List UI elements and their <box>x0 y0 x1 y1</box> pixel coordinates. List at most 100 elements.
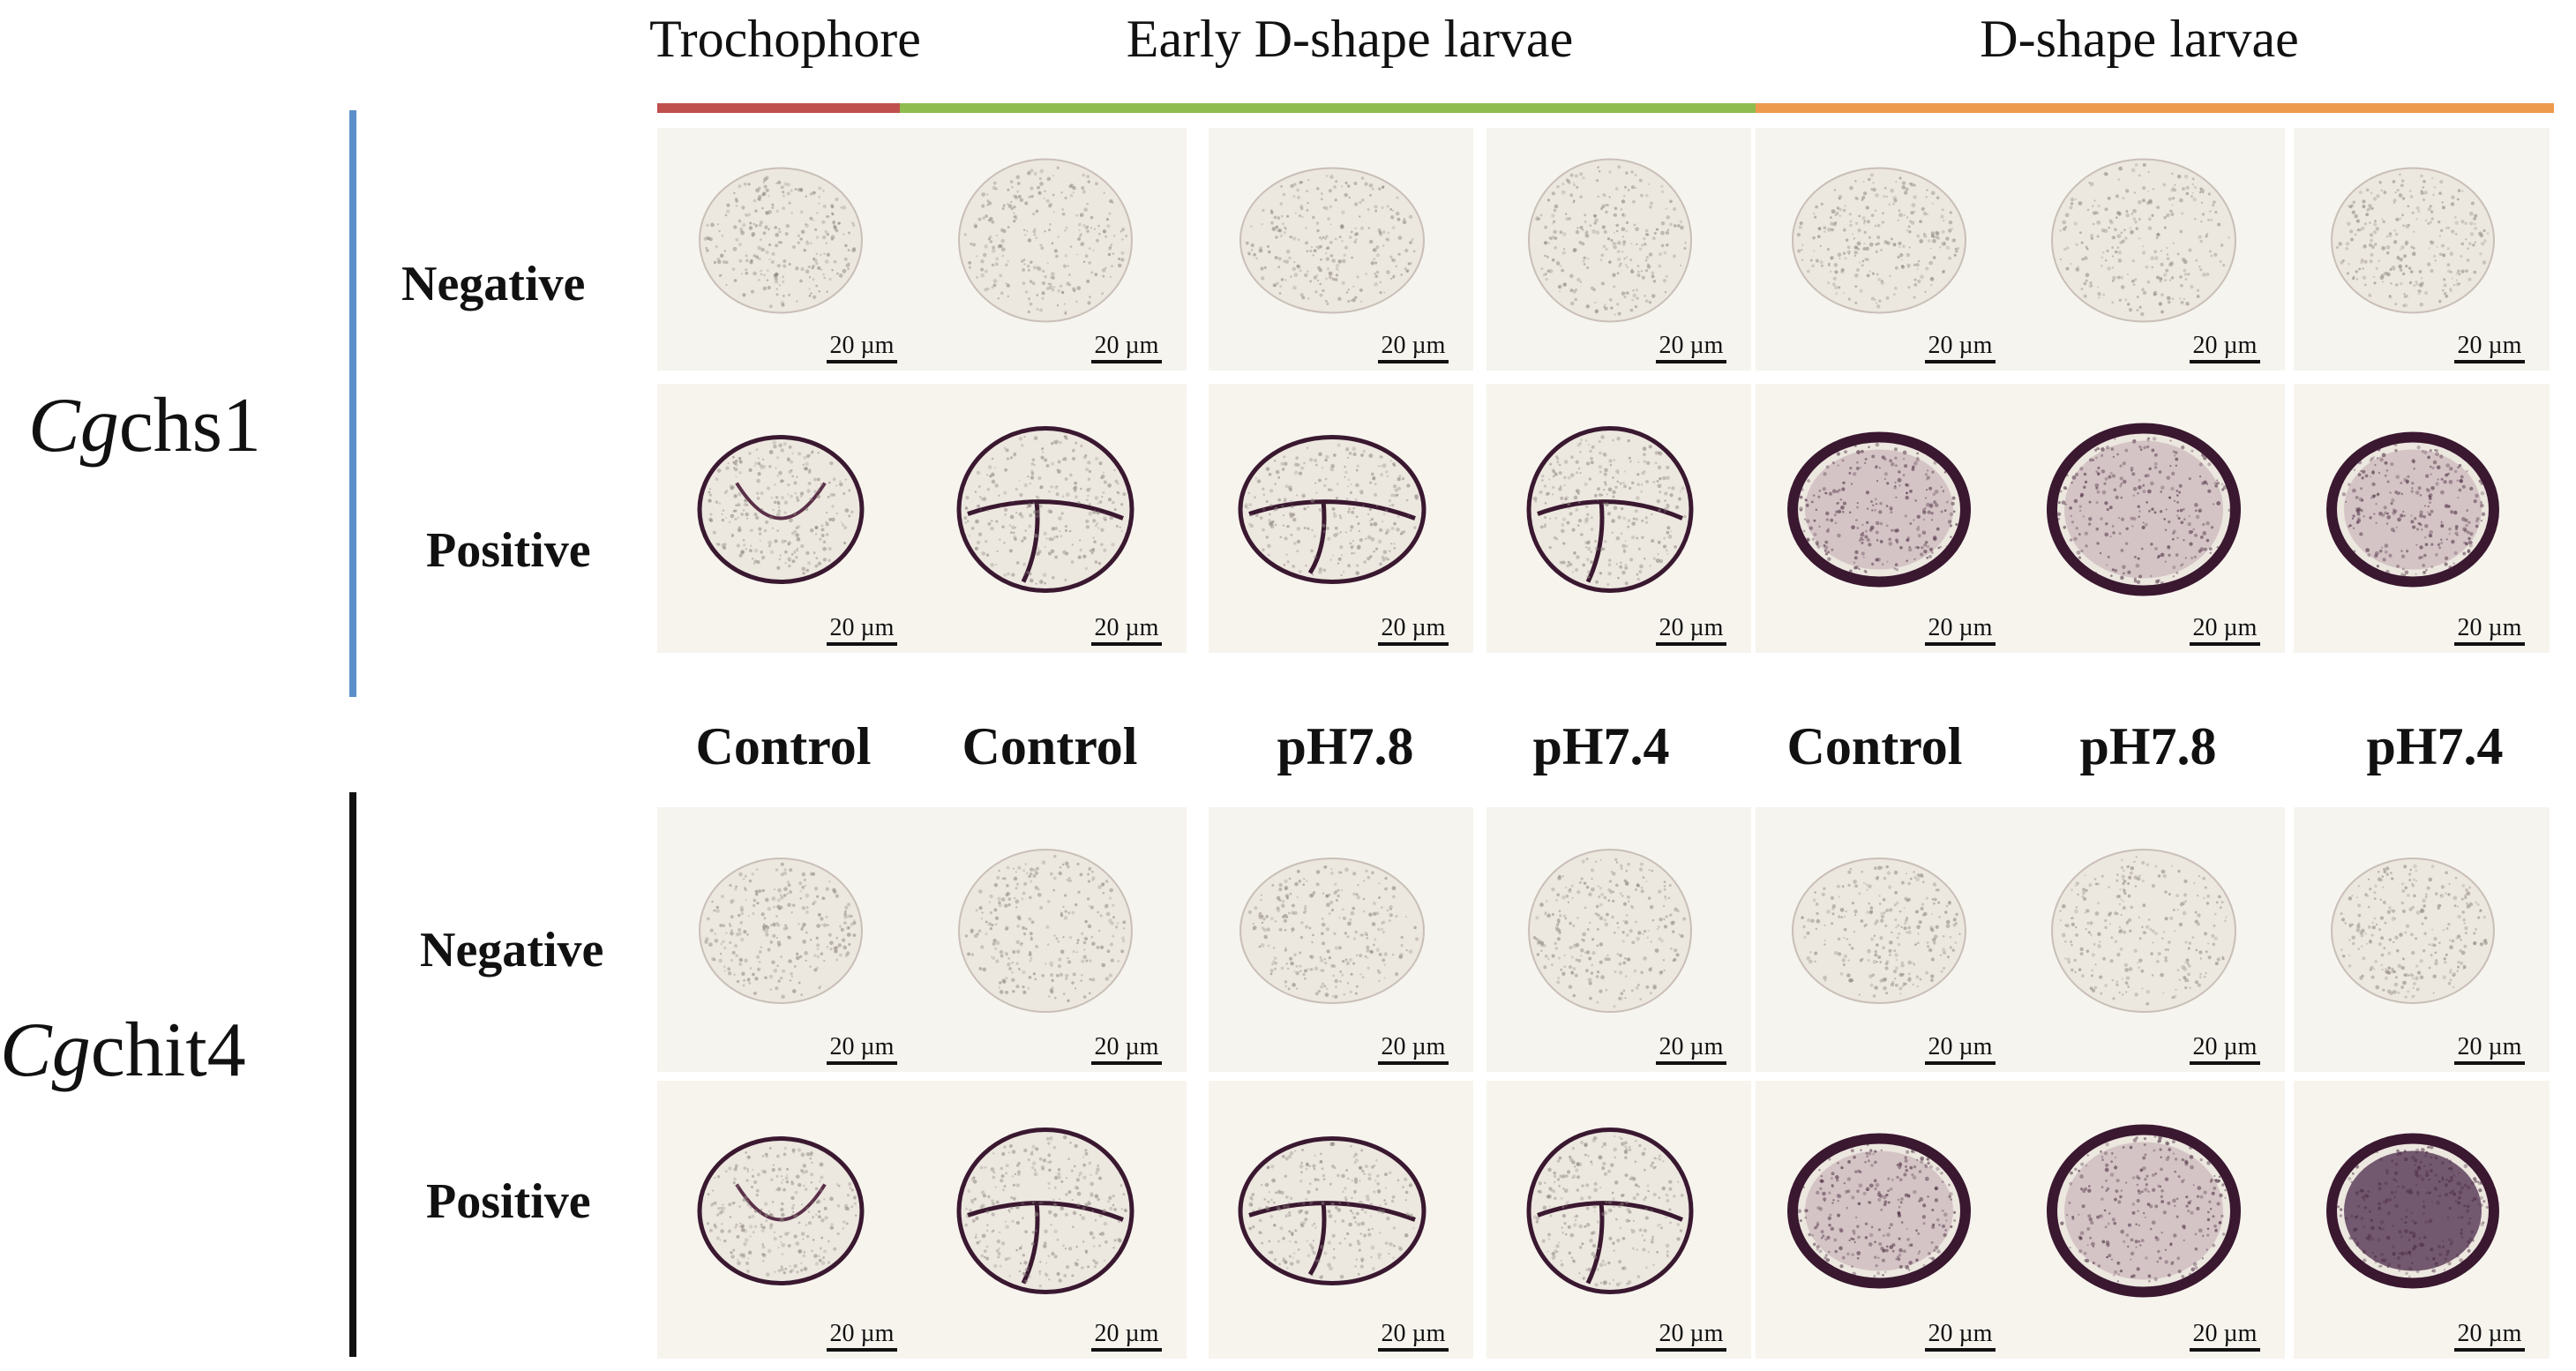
scale-bar-label: 20 µm <box>2193 1033 2258 1060</box>
scale-bar-line <box>1378 360 1449 363</box>
scale-bar-label: 20 µm <box>1659 1033 1724 1060</box>
condition-label-2: Control <box>962 716 1138 777</box>
scale-bar-label: 20 µm <box>1928 614 1993 641</box>
micrograph-chit4-negative-3: 20 µm <box>1209 807 1473 1072</box>
scale-bar-line <box>1656 360 1726 363</box>
micrograph-chit4-negative-6: 20 µm <box>2020 807 2285 1072</box>
stage-label-trochophore: Trochophore <box>649 9 921 70</box>
scale-bar-label: 20 µm <box>2458 332 2522 359</box>
scale-bar-line <box>1925 1061 1996 1065</box>
larva-image <box>922 384 1187 653</box>
larva-image <box>1756 1081 2020 1359</box>
larva-image <box>657 807 922 1072</box>
micrograph-chs1-negative-6: 20 µm <box>2020 128 2285 371</box>
larva-image <box>2020 807 2285 1072</box>
larva-image <box>2294 384 2550 653</box>
condition-label-5: Control <box>1787 716 1963 777</box>
micrograph-chs1-positive-5: 20 µm <box>1756 384 2020 653</box>
scale-bar: 20 µm <box>1378 1033 1449 1065</box>
scale-bar-label: 20 µm <box>830 1033 895 1060</box>
micrograph-chit4-negative-5: 20 µm <box>1756 807 2020 1072</box>
micrograph-chs1-negative-4: 20 µm <box>1486 128 1751 371</box>
scale-bar-line <box>2454 360 2525 363</box>
micrograph-chs1-negative-5: 20 µm <box>1756 128 2020 371</box>
micrograph-chit4-positive-7: 20 µm <box>2294 1081 2550 1359</box>
scale-bar: 20 µm <box>2190 614 2260 646</box>
stage-label-d-shape: D-shape larvae <box>1980 9 2298 70</box>
scale-bar: 20 µm <box>2454 332 2525 363</box>
scale-bar-line <box>1925 642 1996 646</box>
gene-prefix: Cg <box>28 383 119 468</box>
scale-bar-line <box>2190 642 2260 646</box>
larva-image <box>657 384 922 653</box>
scale-bar-line <box>1091 1348 1162 1352</box>
scale-bar-label: 20 µm <box>830 614 895 641</box>
scale-bar-label: 20 µm <box>1382 1033 1446 1060</box>
scale-bar: 20 µm <box>2454 614 2525 646</box>
stage-bar-d-shape <box>1756 103 2554 113</box>
scale-bar-line <box>2454 642 2525 646</box>
scale-bar-label: 20 µm <box>1095 614 1159 641</box>
scale-bar: 20 µm <box>1656 1320 1726 1352</box>
scale-bar: 20 µm <box>1091 332 1162 363</box>
scale-bar-line <box>1378 1061 1449 1065</box>
micrograph-chit4-positive-2: 20 µm <box>922 1081 1187 1359</box>
scale-bar-line <box>827 1348 897 1352</box>
scale-bar: 20 µm <box>2454 1033 2525 1065</box>
scale-bar-line <box>1925 360 1996 363</box>
scale-bar: 20 µm <box>1378 1320 1449 1352</box>
scale-bar: 20 µm <box>827 1033 897 1065</box>
scale-bar-label: 20 µm <box>830 1320 895 1347</box>
gene-name: chs1 <box>119 383 261 468</box>
gene-name: chit4 <box>91 1008 246 1093</box>
condition-label-6: pH7.8 <box>2079 716 2216 777</box>
scale-bar-label: 20 µm <box>2193 332 2258 359</box>
larva-image <box>922 807 1187 1072</box>
larva-image <box>1756 807 2020 1072</box>
scale-bar-line <box>1091 1061 1162 1065</box>
row-label-chit4-negative: Negative <box>420 922 603 978</box>
scale-bar-line <box>2454 1061 2525 1065</box>
stage-bar-trochophore <box>657 103 900 113</box>
scale-bar-label: 20 µm <box>1382 614 1446 641</box>
scale-bar-label: 20 µm <box>2193 614 2258 641</box>
micrograph-chs1-negative-2: 20 µm <box>922 128 1187 371</box>
micrograph-chs1-negative-3: 20 µm <box>1209 128 1473 371</box>
micrograph-chs1-negative-1: 20 µm <box>657 128 922 371</box>
larva-image <box>922 1081 1187 1359</box>
scale-bar: 20 µm <box>827 614 897 646</box>
scale-bar-line <box>1656 642 1726 646</box>
stage-label-early-d-shape: Early D-shape larvae <box>1127 9 1573 70</box>
larva-image <box>1486 807 1751 1072</box>
micrograph-chs1-positive-3: 20 µm <box>1209 384 1473 653</box>
larva-image <box>657 1081 922 1359</box>
scale-bar: 20 µm <box>2190 332 2260 363</box>
scale-bar-line <box>1091 642 1162 646</box>
scale-bar: 20 µm <box>1925 1033 1996 1065</box>
scale-bar: 20 µm <box>2190 1320 2260 1352</box>
scale-bar-label: 20 µm <box>1095 1033 1159 1060</box>
scale-bar-label: 20 µm <box>830 332 895 359</box>
micrograph-chs1-positive-7: 20 µm <box>2294 384 2550 653</box>
larva-image <box>1209 1081 1473 1359</box>
scale-bar: 20 µm <box>1656 1033 1726 1065</box>
scale-bar: 20 µm <box>1378 332 1449 363</box>
scale-bar: 20 µm <box>2454 1320 2525 1352</box>
scale-bar-label: 20 µm <box>1659 1320 1724 1347</box>
scale-bar-line <box>1091 360 1162 363</box>
larva-image <box>2294 1081 2550 1359</box>
micrograph-chs1-negative-7: 20 µm <box>2294 128 2550 371</box>
larva-image <box>2020 1081 2285 1359</box>
gene-label-chit4: Cgchit4 <box>0 1006 246 1095</box>
micrograph-chs1-positive-2: 20 µm <box>922 384 1187 653</box>
scale-bar: 20 µm <box>827 1320 897 1352</box>
scale-bar: 20 µm <box>1378 614 1449 646</box>
scale-bar-line <box>2190 1348 2260 1352</box>
scale-bar-label: 20 µm <box>1659 332 1724 359</box>
gene-prefix: Cg <box>0 1008 91 1093</box>
gene-label-chs1: Cgchs1 <box>28 381 261 470</box>
scale-bar: 20 µm <box>2190 1033 2260 1065</box>
scale-bar-label: 20 µm <box>1382 332 1446 359</box>
condition-label-1: Control <box>696 716 872 777</box>
scale-bar-label: 20 µm <box>2458 614 2522 641</box>
